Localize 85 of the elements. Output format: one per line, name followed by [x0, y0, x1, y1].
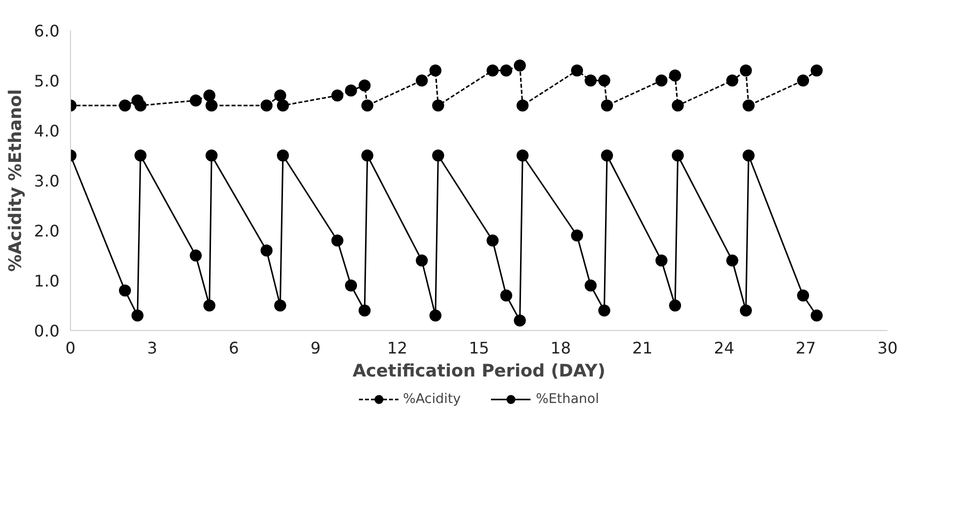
point	[655, 254, 668, 266]
point	[600, 150, 613, 162]
legend-label: %Ethanol	[536, 392, 600, 406]
point	[206, 150, 218, 162]
x-tick-label: 9	[310, 338, 321, 358]
point	[740, 304, 752, 316]
point	[669, 300, 682, 312]
point	[134, 100, 146, 112]
x-tick-label: 30	[877, 338, 898, 358]
point	[598, 74, 610, 86]
point	[118, 100, 131, 112]
point	[276, 100, 289, 112]
point	[571, 64, 584, 76]
x-tick-label: 15	[468, 338, 490, 358]
point	[742, 100, 755, 112]
point	[672, 150, 684, 162]
point	[655, 74, 668, 86]
point	[514, 314, 526, 326]
point	[429, 310, 442, 322]
y-tick-label: 3.0	[34, 172, 60, 190]
point	[810, 310, 823, 322]
y-tick-label: 1.0	[34, 272, 60, 290]
x-tick-label: 6	[228, 338, 239, 358]
x-tick-label: 24	[714, 338, 734, 358]
point	[358, 304, 371, 316]
point	[726, 254, 738, 266]
point	[260, 100, 273, 112]
point	[429, 64, 442, 76]
point	[486, 64, 499, 76]
point	[361, 100, 374, 112]
point	[260, 244, 273, 256]
point	[206, 100, 218, 112]
point	[345, 84, 358, 96]
x-tick-label: 0	[65, 338, 76, 358]
point	[331, 90, 344, 102]
point	[361, 150, 374, 162]
y-axis-title: %Acidity %Ethanol	[6, 89, 26, 272]
point	[584, 74, 597, 86]
point	[516, 100, 529, 112]
point	[274, 90, 286, 102]
point	[190, 250, 202, 262]
x-tick-label: 21	[632, 338, 653, 358]
y-tick-label: 6.0	[34, 22, 60, 40]
y-tick-label: 2.0	[34, 222, 60, 240]
legend-label: %Acidity	[402, 392, 461, 406]
point	[118, 284, 131, 296]
point	[672, 100, 684, 112]
x-tick-label: 27	[796, 338, 816, 358]
point	[432, 100, 444, 112]
x-axis-title: Acetification Period (DAY)	[352, 362, 606, 382]
point	[203, 90, 216, 102]
point	[416, 254, 428, 266]
point	[432, 150, 444, 162]
point	[345, 280, 358, 292]
point	[726, 74, 738, 86]
point	[190, 94, 202, 106]
point	[598, 304, 610, 316]
point	[584, 280, 597, 292]
y-tick-label: 5.0	[34, 72, 60, 90]
point	[514, 60, 526, 72]
point	[600, 100, 613, 112]
point	[486, 234, 499, 246]
point	[276, 150, 289, 162]
y-tick-label: 4.0	[34, 122, 60, 140]
point	[416, 74, 428, 86]
point	[500, 290, 512, 302]
point	[742, 150, 755, 162]
point	[131, 310, 144, 322]
point	[669, 70, 682, 82]
point	[358, 80, 371, 92]
x-tick-label: 18	[550, 338, 571, 358]
point	[797, 74, 810, 86]
point	[810, 64, 823, 76]
point	[797, 290, 810, 302]
point	[571, 230, 584, 242]
point	[203, 300, 216, 312]
x-tick-label: 3	[147, 338, 158, 358]
point	[134, 150, 146, 162]
y-tick-label: 0.0	[34, 322, 60, 340]
point	[331, 234, 344, 246]
point	[516, 150, 529, 162]
x-tick-label: 12	[387, 338, 408, 358]
point	[500, 64, 512, 76]
point	[274, 300, 286, 312]
point	[740, 64, 752, 76]
